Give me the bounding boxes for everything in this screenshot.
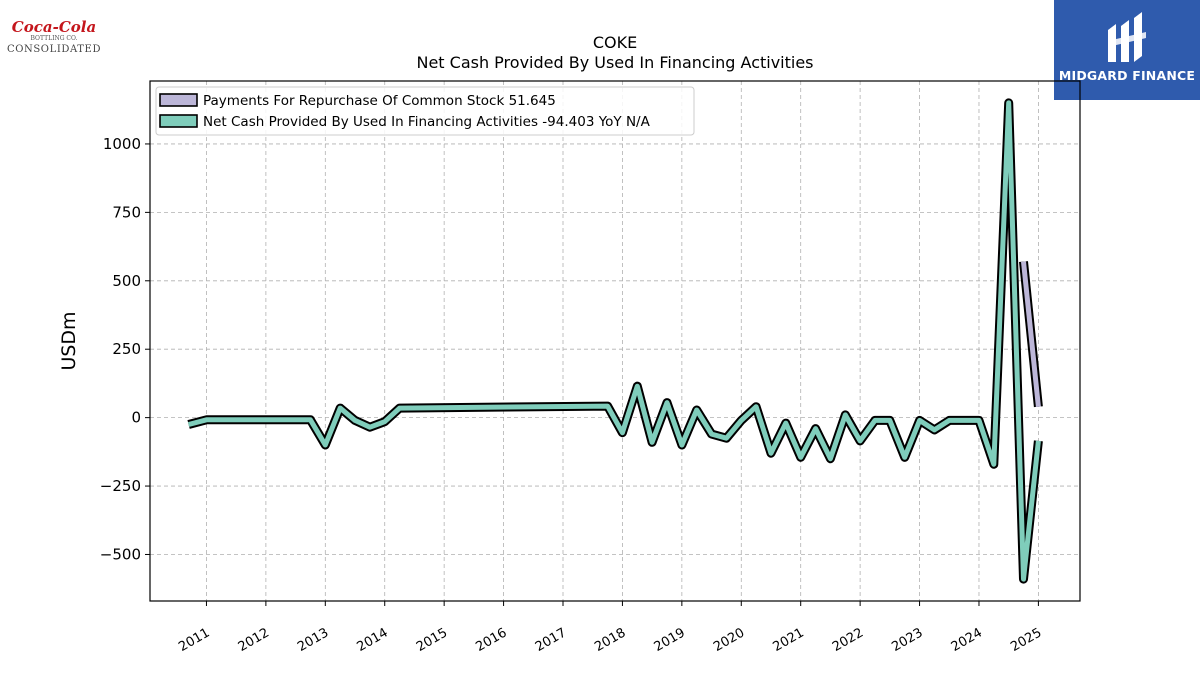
plot-frame [149,80,1081,602]
chart-subtitle: Net Cash Provided By Used In Financing A… [416,53,813,72]
x-tick-label: 2024 [949,625,985,655]
series-1-outline [187,98,1043,584]
y-tick-label: 0 [131,409,141,427]
logo-small-text: BOTTLING CO. [30,35,78,42]
logo-script-text: Coca-Cola [11,18,97,36]
series-1-line [187,100,1041,582]
x-tick-label: 2019 [652,625,688,655]
legend-swatch [159,93,198,107]
company-logo: Coca-Cola BOTTLING CO. CONSOLIDATED [2,4,106,68]
y-axis-label: USDm [58,311,80,370]
y-tick-label: −250 [100,477,141,495]
legend: Payments For Repurchase Of Common Stock … [155,86,695,136]
midgard-finance-logo: MIDGARD FINANCE [1054,0,1200,100]
chart-title: COKE [593,33,637,52]
legend-box [155,86,695,136]
y-tick-label: 750 [112,203,141,221]
x-tick-label: 2014 [355,625,391,655]
legend-label: Payments For Repurchase Of Common Stock … [203,93,556,109]
legend-label: Net Cash Provided By Used In Financing A… [203,114,651,130]
series-0-line [1021,261,1041,407]
y-tick-label: 1000 [103,135,141,153]
x-tick-label: 2021 [771,625,807,655]
x-tick-label: 2015 [414,625,450,655]
y-tick-label: −500 [100,545,141,563]
x-tick-label: 2023 [889,625,925,655]
x-tick-label: 2013 [295,625,331,655]
x-tick-label: 2011 [176,625,212,655]
x-tick-label: 2020 [711,625,747,655]
y-tick-label: 500 [112,272,141,290]
grid [150,81,1080,601]
x-tick-label: 2016 [473,625,509,655]
x-tick-label: 2018 [592,625,628,655]
logo-company-text: CONSOLIDATED [6,44,102,55]
x-tick-label: 2017 [533,625,569,655]
midgard-brand-name: MIDGARD FINANCE [1058,68,1196,83]
series-layer [187,98,1043,584]
axes: −500 −250 0 250 500 750 1000 2011 2012 2013 2014 20… [100,135,1045,655]
x-tick-label: 2012 [236,625,272,655]
x-tick-label: 2022 [830,625,866,655]
y-tick-label: 250 [112,340,141,358]
x-tick-label: 2025 [1008,625,1044,655]
midgard-mark-icon [1108,12,1146,62]
legend-swatch [159,114,198,128]
